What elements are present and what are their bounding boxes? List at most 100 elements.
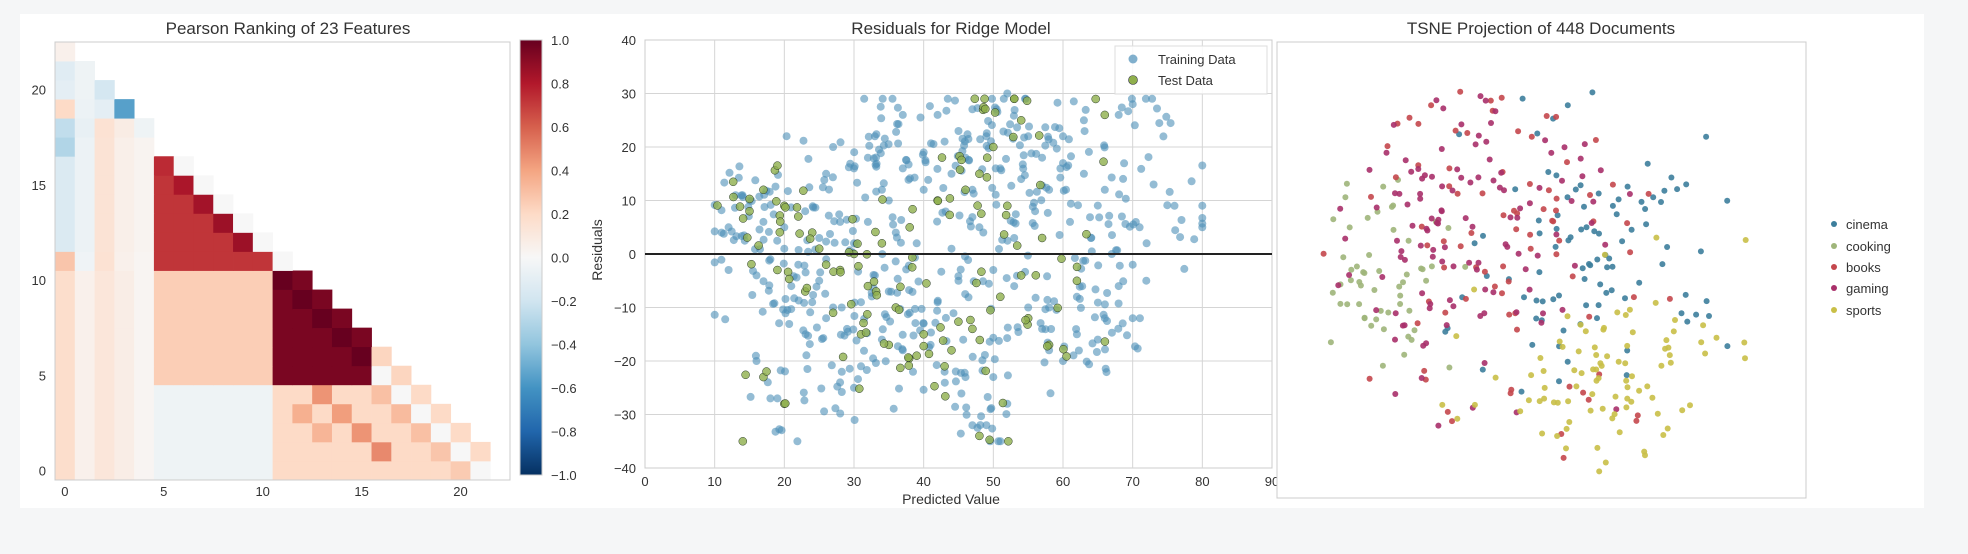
- training-point: [990, 355, 999, 364]
- heatmap-x-tick: 20: [453, 484, 467, 499]
- training-point: [801, 268, 810, 277]
- tsne-point-books: [1609, 181, 1616, 188]
- tsne-point-sports: [1563, 445, 1569, 452]
- heatmap-cell: [252, 346, 274, 367]
- tsne-point-cinema: [1595, 190, 1602, 197]
- heatmap-y-tick: 5: [39, 368, 46, 383]
- tsne-point-cooking: [1411, 327, 1418, 334]
- training-point: [1066, 199, 1075, 208]
- training-point: [765, 281, 774, 290]
- heatmap-cell: [94, 327, 115, 348]
- test-point: [936, 323, 945, 332]
- training-point: [845, 364, 854, 373]
- heatmap-cell: [292, 346, 313, 367]
- heatmap-cell: [55, 137, 76, 157]
- test-point: [1003, 201, 1012, 211]
- tsne-point-sports: [1666, 352, 1673, 359]
- test-point: [1031, 271, 1041, 280]
- tsne-point-books: [1513, 226, 1520, 233]
- tsne-point-cinema: [1572, 186, 1579, 193]
- colorbar-tick: 0.2: [551, 207, 569, 222]
- tsne-point-sports: [1658, 362, 1665, 369]
- tsne-point-books: [1491, 283, 1498, 290]
- heatmap-cell: [252, 327, 274, 348]
- tsne-point-sports: [1536, 398, 1543, 405]
- training-point: [865, 141, 874, 150]
- tsne-point-cinema: [1550, 296, 1557, 303]
- tsne-point-gaming: [1534, 252, 1541, 259]
- heatmap-cell: [94, 365, 115, 386]
- training-point: [782, 132, 791, 141]
- training-point: [933, 306, 942, 315]
- heatmap-cell: [331, 422, 353, 443]
- tsne-point-cinema: [1594, 315, 1600, 322]
- training-point: [799, 388, 808, 397]
- training-point: [864, 132, 873, 141]
- training-point: [1130, 121, 1139, 130]
- tsne-legend: cinema cooking books gaming sports: [1831, 217, 1891, 318]
- test-point: [981, 104, 990, 114]
- heatmap-cell: [114, 365, 135, 386]
- tsne-point-gaming: [1568, 198, 1575, 204]
- tsne-point-gaming: [1481, 310, 1488, 317]
- tsne-point-cooking: [1343, 180, 1350, 187]
- training-point: [949, 309, 958, 318]
- training-point: [1084, 147, 1093, 156]
- heatmap-cell: [153, 270, 175, 290]
- test-point: [973, 201, 982, 210]
- tsne-point-sports: [1700, 322, 1707, 329]
- training-point: [876, 102, 885, 111]
- tsne-point-gaming: [1373, 204, 1380, 211]
- heatmap-cell: [114, 232, 135, 252]
- test-point: [784, 274, 794, 284]
- residuals-y-label: Residuals: [589, 219, 605, 280]
- tsne-point-sports: [1517, 408, 1524, 415]
- tsne-point-books: [1553, 251, 1560, 258]
- training-point: [982, 129, 991, 138]
- training-point: [969, 189, 978, 198]
- training-point: [827, 361, 836, 370]
- tsne-point-sports: [1590, 366, 1597, 373]
- residuals-y-tick: −30: [614, 408, 636, 423]
- heatmap-cells: [55, 42, 491, 481]
- tsne-point-cinema: [1560, 327, 1567, 334]
- heatmap-cell: [312, 289, 333, 310]
- legend-marker-gaming: [1831, 285, 1837, 291]
- test-point: [743, 233, 752, 242]
- training-point: [1046, 389, 1055, 398]
- tsne-point-cinema: [1595, 302, 1602, 309]
- heatmap-cell: [430, 422, 452, 443]
- heatmap-cell: [55, 156, 76, 176]
- training-point: [1079, 256, 1088, 265]
- training-point: [979, 228, 988, 237]
- tsne-point-cinema: [1684, 318, 1691, 325]
- residuals-x-tick: 80: [1195, 474, 1209, 489]
- training-point: [809, 203, 818, 212]
- heatmap-cell: [134, 232, 155, 252]
- tsne-point-cinema: [1596, 230, 1602, 237]
- training-point: [1091, 285, 1100, 294]
- training-point: [1144, 153, 1153, 162]
- tsne-point-gaming: [1540, 310, 1546, 317]
- test-point: [954, 317, 963, 326]
- tsne-point-books: [1462, 295, 1469, 302]
- tsne-point-books: [1580, 389, 1587, 396]
- training-point: [966, 222, 975, 231]
- tsne-point-sports: [1550, 399, 1557, 406]
- tsne-point-books: [1415, 120, 1422, 127]
- heatmap-cell: [292, 270, 313, 290]
- test-point: [1004, 437, 1013, 446]
- training-point: [759, 217, 768, 226]
- tsne-point-cinema: [1597, 281, 1604, 288]
- test-point: [938, 336, 948, 345]
- tsne-point-gaming: [1482, 286, 1489, 293]
- heatmap-cell: [134, 175, 155, 195]
- test-point: [729, 192, 738, 202]
- training-point: [942, 106, 951, 115]
- training-point: [1170, 201, 1179, 210]
- training-point: [1090, 313, 1099, 322]
- tsne-point-gaming: [1602, 241, 1609, 248]
- tsne-point-cinema: [1615, 196, 1622, 203]
- tsne-point-sports: [1616, 429, 1623, 436]
- training-point: [746, 392, 755, 401]
